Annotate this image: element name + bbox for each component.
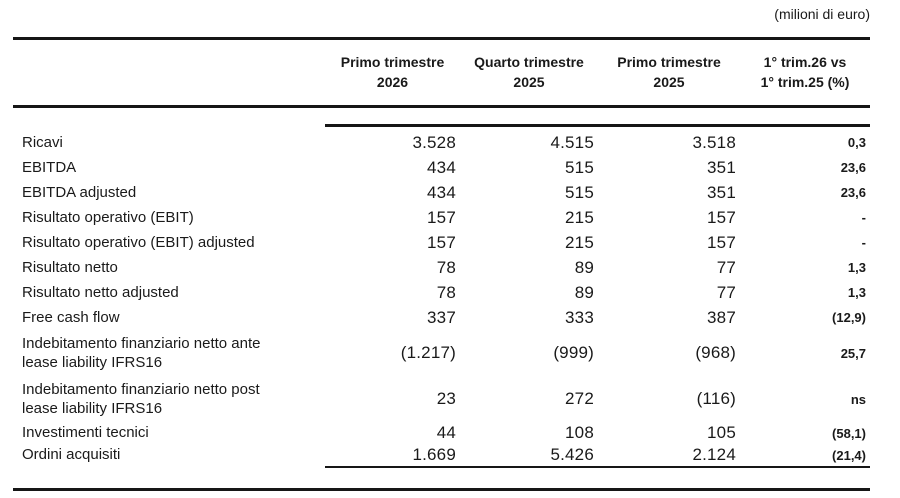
value-q4-2025: 515	[565, 157, 594, 177]
row-label: Risultato netto	[22, 258, 118, 276]
table-row: Risultato netto 78 89 77 1,3	[13, 255, 870, 280]
column-header-change: 1° trim.26 vs 1° trim.25 (%)	[760, 53, 850, 90]
table-row: Indebitamento finanziario netto ante lea…	[13, 330, 870, 376]
value-change: 23,6	[840, 185, 866, 200]
value-q1-2025: 2.124	[692, 445, 736, 464]
value-q4-2025: 272	[565, 389, 594, 408]
row-label: Investimenti tecnici	[22, 424, 149, 442]
table-row: Risultato operativo (EBIT) 157 215 157 -	[13, 205, 870, 230]
table-row: EBITDA 434 515 351 23,6	[13, 155, 870, 180]
value-q1-2025: 157	[707, 232, 736, 252]
value-change: 25,7	[840, 345, 866, 361]
value-q1-2026: 23	[436, 389, 456, 408]
table-row: Ordini acquisiti 1.669 5.426 2.124 (21,4…	[13, 444, 870, 466]
column-header-q4-2025: Quarto trimestre 2025	[474, 53, 584, 90]
value-q4-2025: 215	[565, 207, 594, 227]
value-q1-2026: 157	[427, 232, 456, 252]
value-q1-2025: 351	[707, 182, 736, 202]
value-q4-2025: 333	[565, 307, 594, 327]
value-change: (21,4)	[832, 447, 866, 463]
value-q1-2025: 77	[716, 282, 736, 302]
value-q4-2025: 5.426	[550, 445, 594, 464]
value-change: 1,3	[847, 285, 866, 300]
row-label: Indebitamento finanziario netto post lea…	[22, 380, 260, 418]
value-q4-2025: 515	[565, 182, 594, 202]
unit-note: (milioni di euro)	[774, 6, 870, 22]
table-row: EBITDA adjusted 434 515 351 23,6	[13, 180, 870, 205]
value-q1-2025: 351	[707, 157, 736, 177]
value-q1-2025: (116)	[696, 389, 736, 408]
value-q1-2025: 157	[707, 207, 736, 227]
value-change: -	[861, 235, 866, 250]
row-label: Risultato netto adjusted	[22, 283, 179, 301]
value-q4-2025: 89	[574, 282, 594, 302]
table-row: Risultato netto adjusted 78 89 77 1,3	[13, 280, 870, 305]
value-q4-2025: 4.515	[550, 132, 594, 152]
value-q1-2026: (1.217)	[400, 343, 456, 362]
value-q1-2025: (968)	[695, 343, 736, 362]
value-change: ns	[850, 391, 866, 407]
value-q1-2025: 77	[716, 257, 736, 277]
row-label: Free cash flow	[22, 308, 120, 326]
value-change: -	[861, 210, 866, 225]
row-label: EBITDA adjusted	[22, 183, 137, 201]
value-q4-2025: 215	[565, 232, 594, 252]
value-change: 0,3	[847, 135, 866, 150]
value-q4-2025: 108	[565, 423, 594, 442]
value-q1-2026: 1.669	[412, 445, 456, 464]
value-q1-2026: 3.528	[412, 132, 456, 152]
value-q1-2026: 157	[427, 207, 456, 227]
divider-values-bottom	[325, 466, 870, 468]
column-header-q1-2026: Primo trimestre 2026	[340, 53, 445, 90]
value-q4-2025: (999)	[553, 343, 594, 362]
table-row: Investimenti tecnici 44 108 105 (58,1)	[13, 422, 870, 444]
row-label: Risultato operativo (EBIT) adjusted	[22, 233, 255, 251]
value-q1-2026: 78	[436, 282, 456, 302]
table-row: Indebitamento finanziario netto post lea…	[13, 376, 870, 422]
value-q1-2026: 337	[427, 307, 456, 327]
value-q1-2025: 387	[707, 307, 736, 327]
table-header-row: Primo trimestre 2026 Quarto trimestre 20…	[13, 40, 870, 105]
table-row: Free cash flow 337 333 387 (12,9)	[13, 305, 870, 330]
row-label: Ricavi	[22, 133, 63, 151]
table-row: Ricavi 3.528 4.515 3.518 0,3	[13, 130, 870, 155]
value-change: 1,3	[847, 260, 866, 275]
row-label: Risultato operativo (EBIT)	[22, 208, 194, 226]
divider-bottom	[13, 488, 870, 491]
table-row: Risultato operativo (EBIT) adjusted 157 …	[13, 230, 870, 255]
table-body: Ricavi 3.528 4.515 3.518 0,3 EBITDA 434 …	[13, 130, 870, 466]
value-q1-2025: 105	[707, 423, 736, 442]
value-q1-2026: 44	[436, 423, 456, 442]
value-q1-2026: 434	[427, 157, 456, 177]
value-change: 23,6	[840, 160, 866, 175]
value-q1-2026: 434	[427, 182, 456, 202]
value-change: (12,9)	[832, 310, 866, 325]
divider-header-bottom	[13, 105, 870, 108]
row-label: Indebitamento finanziario netto ante lea…	[22, 334, 261, 372]
value-q4-2025: 89	[574, 257, 594, 277]
value-change: (58,1)	[832, 425, 866, 441]
divider-top	[13, 37, 870, 40]
row-label: EBITDA	[22, 158, 77, 176]
value-q1-2026: 78	[436, 257, 456, 277]
value-q1-2025: 3.518	[692, 132, 736, 152]
column-header-q1-2025: Primo trimestre 2025	[617, 53, 721, 90]
row-label: Ordini acquisiti	[22, 446, 121, 464]
divider-values-top	[325, 124, 870, 127]
